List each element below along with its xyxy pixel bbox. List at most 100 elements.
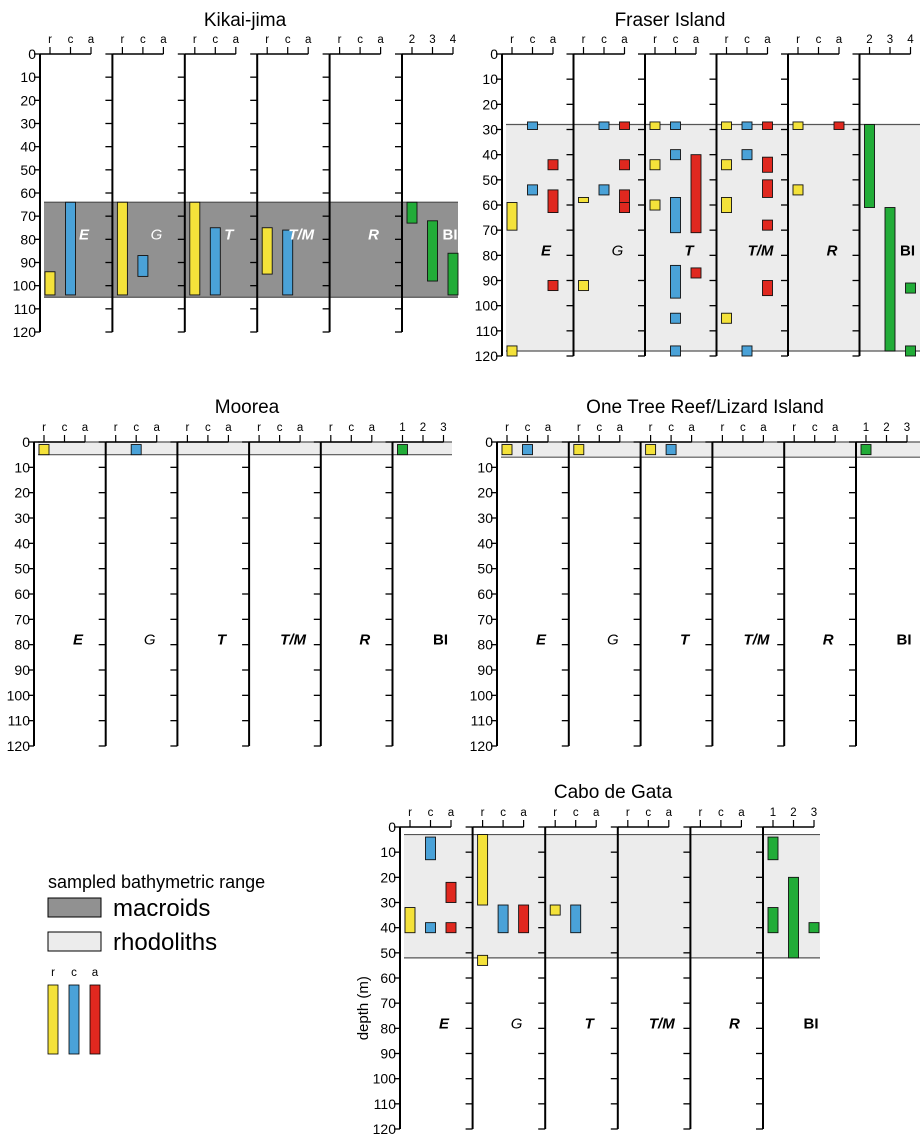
range-bar-t-r: [189, 201, 201, 296]
legend-swatch-macroids: [47, 897, 102, 918]
scale-label-a: a: [760, 422, 767, 434]
depth-tick-label: 80: [482, 247, 498, 263]
range-bar-t-c: [670, 149, 681, 161]
depth-tick-label: 80: [20, 231, 36, 247]
column-label-t-m: T/M: [743, 632, 769, 649]
scale-label-r: r: [42, 422, 46, 434]
range-bar-t-m-r: [721, 196, 732, 213]
scale-label-c: c: [673, 34, 679, 46]
column-t-m: r c a T/M: [250, 34, 315, 333]
column-label-e: E: [541, 242, 552, 259]
range-bar-t-r: [549, 904, 561, 916]
scale-label-c: c: [645, 807, 651, 819]
range-bar-t-m-a: [762, 121, 773, 130]
panel-one-tree-reef-lizard-island: One Tree Reef/Lizard Island 0 10 20 30 40 50 60…: [470, 397, 920, 754]
legend-scale-a: a: [92, 967, 99, 979]
sampled-range-rhodoliths: [501, 442, 920, 458]
range-bar-e-a: [547, 280, 559, 292]
column-e: r c a E: [28, 422, 89, 747]
range-bar-bi-3: [884, 207, 896, 352]
scale-label-c: c: [285, 34, 291, 46]
column-label-e: E: [439, 1015, 450, 1032]
range-bar-t-c: [670, 312, 681, 324]
scale-label-2: 2: [420, 422, 426, 434]
scale-label-2: 2: [883, 422, 889, 434]
column-label-g: G: [151, 227, 163, 244]
column-bi: 1 2 3 BI: [756, 807, 820, 1130]
range-bar-bi-3: [427, 220, 438, 282]
column-label-r: R: [823, 632, 834, 649]
scale-label-a: a: [82, 422, 89, 434]
legend-scale-r: r: [51, 967, 55, 979]
column-label-bi: BI: [900, 242, 915, 259]
scale-label-r: r: [698, 807, 702, 819]
depth-tick-label: 100: [470, 687, 494, 703]
scale-label-3: 3: [904, 422, 910, 434]
scale-label-r: r: [582, 34, 586, 46]
scale-label-a: a: [836, 34, 843, 46]
depth-tick-label: 20: [20, 92, 36, 108]
column-label-t: T: [217, 632, 228, 649]
depth-tick-label: 50: [482, 172, 498, 188]
scale-label-r: r: [120, 34, 124, 46]
depth-tick-label: 50: [14, 561, 30, 577]
depth-tick-label: 90: [380, 1046, 396, 1062]
column-label-t-m: T/M: [649, 1015, 675, 1032]
scale-label-r: r: [725, 34, 729, 46]
column-label-r: R: [368, 227, 379, 244]
range-bar-g-c: [598, 121, 610, 130]
range-bar-bi-4: [447, 252, 459, 296]
depth-tick-label: 110: [8, 713, 31, 729]
panel-title-cabo-de-gata: Cabo de Gata: [554, 782, 673, 803]
column-t: r c a T: [638, 34, 702, 357]
range-bar-t-m-r: [721, 312, 732, 324]
column-t-m: r c a T/M: [709, 34, 774, 357]
scale-label-a: a: [369, 422, 376, 434]
column-g: r c a G: [98, 422, 160, 747]
scale-label-r: r: [577, 422, 581, 434]
scale-label-1: 1: [770, 807, 776, 819]
scale-label-a: a: [448, 807, 455, 819]
scale-label-c: c: [68, 34, 74, 46]
column-t: r c a T: [177, 34, 240, 333]
scale-label-c: c: [740, 422, 746, 434]
panel-title-fraser-island: Fraser Island: [615, 10, 726, 31]
scale-label-c: c: [816, 34, 822, 46]
column-label-e: E: [73, 632, 84, 649]
depth-tick-label: 40: [477, 535, 493, 551]
depth-tick-label: 60: [380, 970, 396, 986]
column-t: r c a T: [170, 422, 232, 747]
range-bar-e-a: [445, 881, 457, 903]
scale-label-r: r: [553, 807, 557, 819]
depth-tick-label: 70: [380, 995, 396, 1011]
range-bar-g-c: [137, 255, 149, 277]
panel-title-moorea: Moorea: [215, 397, 280, 418]
range-bar-e-c: [527, 184, 538, 196]
depth-tick-label: 90: [477, 662, 493, 678]
column-g: r c a G: [566, 34, 630, 357]
range-bar-r-r: [792, 121, 804, 130]
scale-label-a: a: [305, 34, 312, 46]
scale-label-r: r: [257, 422, 261, 434]
range-bar-e-r: [404, 907, 416, 934]
sampled-range-rhodoliths: [38, 442, 452, 455]
scale-label-c: c: [205, 422, 211, 434]
scale-label-a: a: [233, 34, 240, 46]
scale-label-r: r: [626, 807, 630, 819]
column-label-r: R: [827, 242, 838, 259]
column-t-m: r c a T/M: [242, 422, 307, 747]
depth-tick-label: 10: [482, 71, 498, 87]
depth-tick-label: 80: [477, 637, 493, 653]
depth-tick-label: 30: [477, 510, 493, 526]
panel-kikai-jima: Kikai-jima 0 10 20 30 40 50 60 70 80 90 100 110 120 r c…: [13, 10, 459, 340]
scale-label-c: c: [596, 422, 602, 434]
depth-tick-label: 80: [380, 1020, 396, 1036]
scale-label-r: r: [338, 34, 342, 46]
range-bar-bi-2: [864, 124, 875, 208]
range-bar-e-a: [547, 189, 559, 213]
scale-label-a: a: [693, 34, 700, 46]
depth-tick-label: 30: [380, 895, 396, 911]
depth-tick-label: 120: [475, 348, 499, 364]
column-r: r c a R: [781, 34, 845, 357]
range-bar-e-r: [38, 444, 50, 456]
